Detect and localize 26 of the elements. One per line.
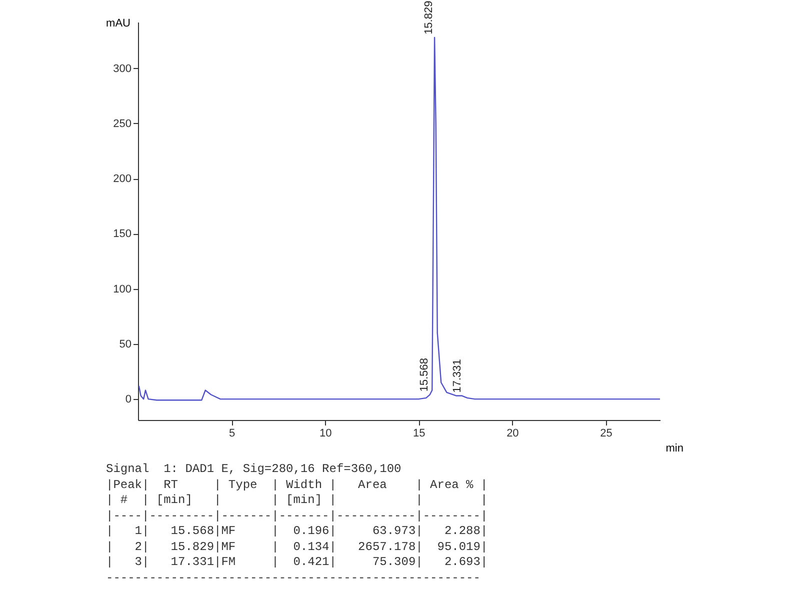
text: Signal 1: DAD1 E, Sig=280,16 Ref=360,100 [106,462,402,476]
y-tick-label: 150 [113,228,132,240]
x-tick-label: 20 [506,428,519,440]
text: |Peak| RT | Type | Width | Area | Area % | [106,478,488,492]
x-tick-label: 15 [413,428,426,440]
text: |----|---------|-------|-------|-----------|--------| [106,508,488,522]
x-axis-title: min [666,442,684,454]
y-axis-title: mAU [106,18,131,30]
x-tick-label: 10 [319,428,332,440]
text: | 2| 15.829|MF | 0.134| 2657.178| 95.019| [106,540,488,554]
y-tick-label: 0 [125,394,132,406]
annotation: 15.568 [418,358,430,392]
text: | 3| 17.331|FM | 0.421| 75.309| 2.693| [106,555,488,569]
annotation: 15.829 [423,0,436,34]
x-tick-label: 5 [228,428,236,440]
annotation: 17.331 [451,359,464,393]
text: | 1| 15.568|MF | 0.196| 63.973| 2.288| [106,524,488,538]
y-tick-label: 200 [113,173,132,186]
text: ---------------------------------------------------- [106,570,480,584]
y-tick-label: 250 [113,118,132,130]
x-tick-label: 25 [600,428,612,440]
y-tick-label: 100 [113,283,132,296]
line-series [138,36,660,401]
y-tick-label: 300 [113,62,132,75]
y-tick-label: 50 [119,338,132,350]
text: | # | [min] | | [min] | | | [106,493,488,507]
